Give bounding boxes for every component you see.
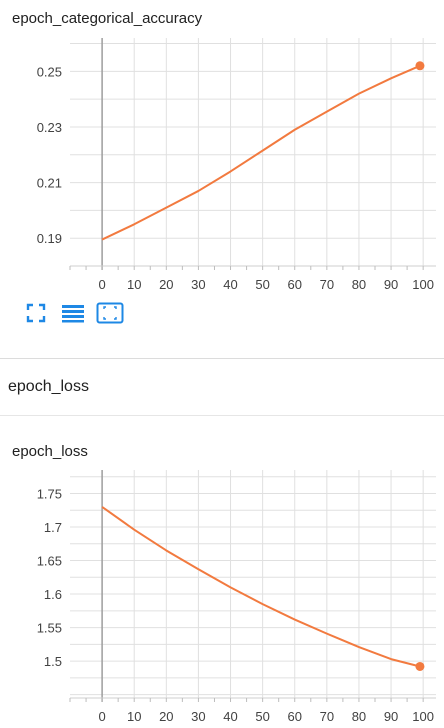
y-tick-label: 1.55 — [37, 621, 62, 636]
x-tick-label: 0 — [98, 709, 105, 724]
x-tick-label: 90 — [384, 277, 398, 292]
x-tick-label: 100 — [412, 709, 434, 724]
x-tick-label: 90 — [384, 709, 398, 724]
x-tick-label: 70 — [320, 277, 334, 292]
fit-domain-icon[interactable] — [96, 301, 124, 325]
fit-to-screen-icon[interactable] — [22, 301, 50, 325]
x-tick-label: 40 — [223, 277, 237, 292]
y-tick-label: 0.21 — [37, 176, 62, 191]
x-tick-label: 50 — [255, 709, 269, 724]
y-tick-label: 1.6 — [44, 587, 62, 602]
series-line — [101, 64, 421, 241]
x-tick-label: 20 — [159, 277, 173, 292]
last-point-marker — [415, 61, 425, 71]
x-tick-label: 40 — [223, 709, 237, 724]
x-tick-label: 30 — [191, 709, 205, 724]
y-tick-label: 1.7 — [44, 520, 62, 535]
x-tick-label: 70 — [320, 709, 334, 724]
y-tick-label: 1.75 — [37, 486, 62, 501]
x-tick-label: 50 — [255, 277, 269, 292]
section-title: epoch_loss — [8, 378, 89, 395]
chart-toolbar — [22, 301, 133, 325]
x-tick-label: 10 — [127, 277, 141, 292]
y-tick-label: 0.19 — [37, 231, 62, 246]
y-tick-label: 1.5 — [44, 654, 62, 669]
chart-title-accuracy: epoch_categorical_accuracy — [12, 10, 203, 27]
loss-chart: 1.5 1.55 1.6 1.65 1.7 1.75 0 10 20 30 40 50 60 70 80 90… — [37, 470, 436, 724]
x-tick-label: 60 — [288, 709, 302, 724]
x-tick-label: 20 — [159, 709, 173, 724]
last-point-marker — [415, 661, 425, 671]
x-tick-label: 60 — [288, 277, 302, 292]
chart-title-loss: epoch_loss — [12, 443, 88, 460]
accuracy-chart: 0.19 0.21 0.23 0.25 0 10 20 30 40 50 60 70 80 90 100 — [37, 38, 436, 292]
x-tick-label: 80 — [352, 277, 366, 292]
x-tick-label: 80 — [352, 709, 366, 724]
y-tick-label: 1.65 — [37, 554, 62, 569]
x-tick-label: 30 — [191, 277, 205, 292]
x-tick-label: 10 — [127, 709, 141, 724]
series-line — [101, 506, 421, 668]
section-header-epoch-loss[interactable]: epoch_loss — [0, 358, 444, 416]
x-tick-label: 100 — [412, 277, 434, 292]
data-table-icon[interactable] — [59, 301, 87, 325]
x-tick-label: 0 — [98, 277, 105, 292]
y-tick-label: 0.25 — [37, 64, 62, 79]
y-tick-label: 0.23 — [37, 120, 62, 135]
